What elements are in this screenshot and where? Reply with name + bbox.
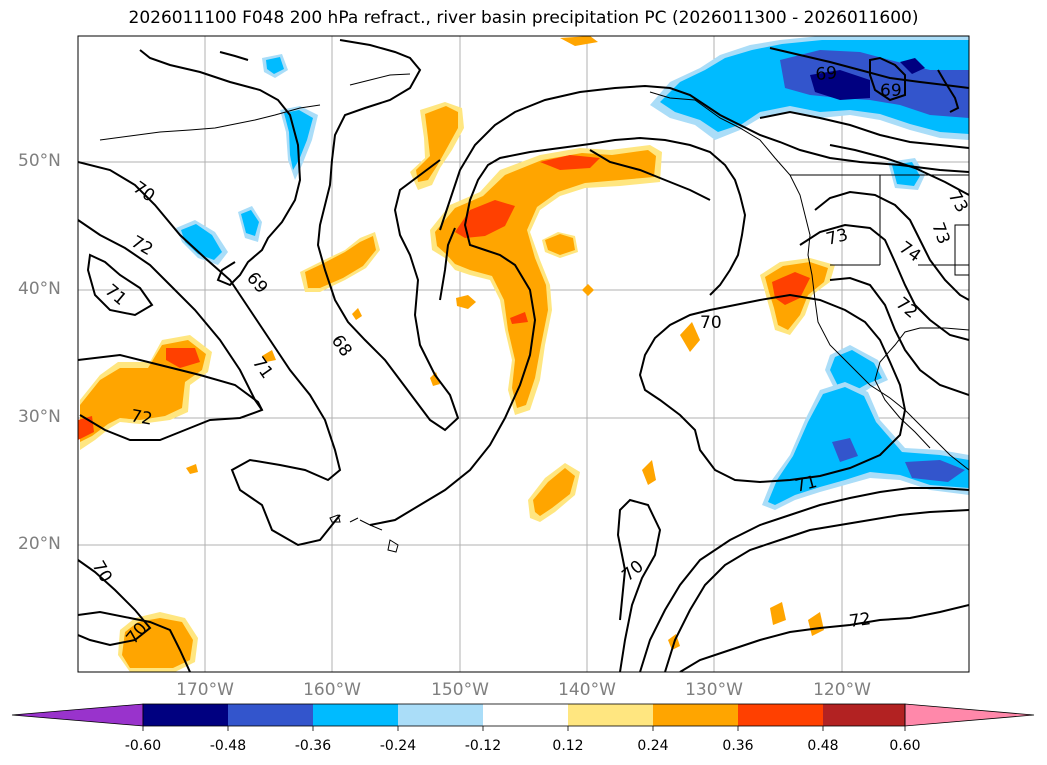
colorbar-segment bbox=[398, 704, 483, 726]
map-frame bbox=[77, 35, 970, 673]
colorbar-label: 0.60 bbox=[889, 738, 921, 754]
lon-label-170w: 170°W bbox=[176, 680, 234, 700]
contour-label: 72 bbox=[129, 406, 154, 429]
lat-label-20n: 20°N bbox=[18, 534, 61, 554]
contour-label: 70 bbox=[700, 313, 722, 333]
refractivity-contours bbox=[78, 39, 969, 672]
colorbar-label: 0.12 bbox=[552, 738, 584, 754]
colorbar-label: -0.12 bbox=[464, 738, 502, 754]
contour-label: 72 bbox=[848, 609, 872, 632]
lon-label-140w: 140°W bbox=[558, 680, 616, 700]
colorbar-segment bbox=[143, 704, 228, 726]
colorbar-label: 0.36 bbox=[722, 738, 754, 754]
lat-label-30n: 30°N bbox=[18, 407, 61, 427]
lat-label-40n: 40°N bbox=[18, 279, 61, 299]
colorbar-label: -0.60 bbox=[124, 738, 162, 754]
colorbar-segment bbox=[228, 704, 313, 726]
lon-label-150w: 150°W bbox=[431, 680, 489, 700]
colorbar-extend-max bbox=[904, 703, 1035, 727]
colorbar-segment bbox=[313, 704, 398, 726]
lat-label-50n: 50°N bbox=[18, 151, 61, 171]
colorbar-segment bbox=[738, 704, 823, 726]
positive-precip-shading bbox=[78, 36, 835, 672]
contour-label: 69 bbox=[815, 63, 838, 85]
colorbar-extend-min bbox=[11, 703, 144, 727]
colorbar-label: -0.24 bbox=[379, 738, 417, 754]
colorbar bbox=[11, 703, 1035, 731]
colorbar-segment bbox=[568, 704, 653, 726]
colorbar-label: 0.24 bbox=[637, 738, 669, 754]
colorbar-segment bbox=[483, 704, 568, 726]
colorbar-label: -0.48 bbox=[209, 738, 247, 754]
colorbar-segment bbox=[823, 704, 905, 726]
colorbar-label: -0.36 bbox=[294, 738, 332, 754]
lon-label-120w: 120°W bbox=[813, 680, 871, 700]
lon-label-160w: 160°W bbox=[303, 680, 361, 700]
contour-label: 69 bbox=[880, 81, 902, 101]
map-title: 2026011100 F048 200 hPa refract., river … bbox=[128, 8, 919, 28]
lon-label-130w: 130°W bbox=[685, 680, 743, 700]
colorbar-label: 0.48 bbox=[807, 738, 839, 754]
colorbar-segment bbox=[653, 704, 738, 726]
